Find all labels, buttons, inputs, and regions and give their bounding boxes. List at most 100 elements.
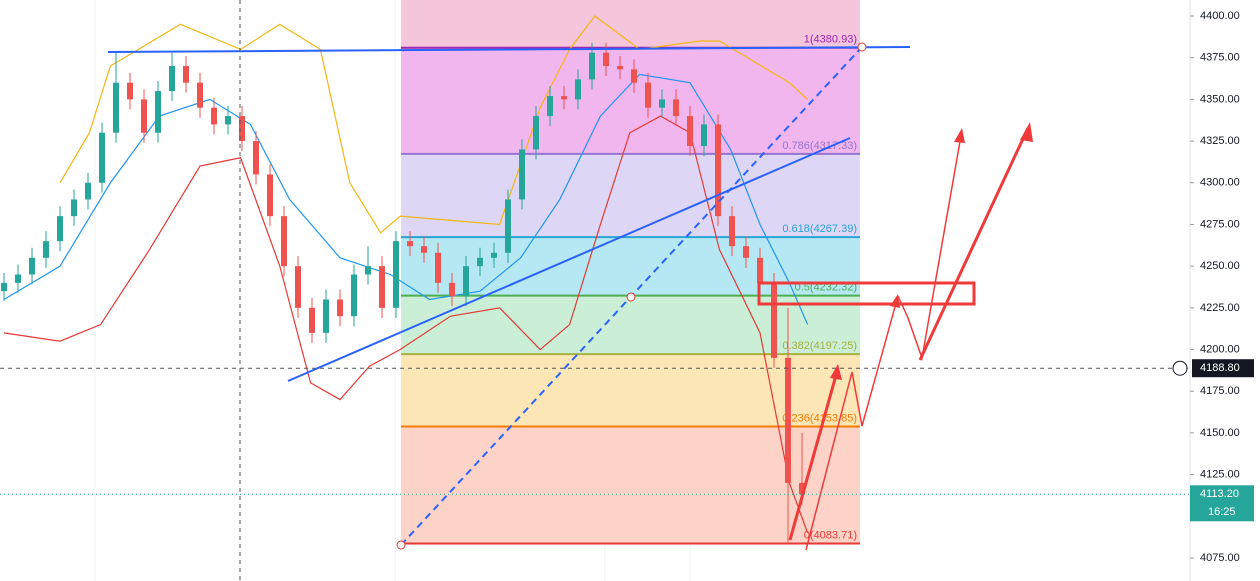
candle-body	[757, 257, 763, 283]
fib-band	[401, 426, 860, 544]
candle-body	[435, 252, 441, 283]
fib-label: 0.618(4267.39)	[782, 223, 857, 235]
fib-label: 0(4083.71)	[804, 529, 857, 541]
y-tick-label: 4250.00	[1200, 260, 1240, 272]
y-tick-label: 4175.00	[1200, 385, 1240, 397]
y-tick-label: 4300.00	[1200, 177, 1240, 189]
fib-band	[401, 354, 860, 427]
candle-body	[253, 141, 259, 175]
candle-body	[155, 91, 161, 133]
candle-body	[799, 482, 805, 495]
candle-body	[365, 266, 371, 275]
candle-body	[771, 282, 777, 358]
arrow-head	[830, 364, 842, 380]
drawings	[107, 0, 1033, 581]
candle-body	[295, 266, 301, 308]
candle-body	[323, 299, 329, 333]
candle-body	[393, 241, 399, 308]
fib-band	[401, 47, 860, 154]
candles	[1, 42, 805, 543]
candle-body	[57, 216, 63, 242]
fibonacci: 1(4380.93) 0.786(4317.33) 0.618(4267.39) 0.…	[401, 34, 860, 545]
candle-body	[351, 274, 357, 317]
y-tick-label: 4350.00	[1200, 93, 1240, 105]
arrow-head	[954, 128, 965, 143]
candle-body	[127, 82, 133, 100]
candle-body	[659, 99, 665, 108]
candle-body	[85, 182, 91, 200]
candle-body	[589, 52, 595, 80]
candle-body	[169, 66, 175, 92]
candle-body	[715, 124, 721, 217]
candle-body	[477, 257, 483, 267]
y-tick-label: 4200.00	[1200, 343, 1240, 355]
candle-body	[211, 107, 217, 125]
candle-body	[225, 116, 231, 125]
candle-body	[687, 116, 693, 147]
candle-body	[99, 132, 105, 183]
y-tick-label: 4225.00	[1200, 302, 1240, 314]
candle-body	[421, 246, 427, 253]
path	[805, 295, 899, 551]
arrow	[788, 367, 840, 541]
crosshair-price-tag	[1192, 359, 1254, 378]
candle-body	[533, 116, 539, 150]
candle-body	[197, 82, 203, 108]
fib-label: 0.382(4197.25)	[782, 340, 857, 352]
arrow-head	[1020, 122, 1033, 142]
candle-body	[673, 99, 679, 117]
candle-body	[631, 69, 637, 83]
last-price-tag	[1190, 485, 1254, 522]
y-tick-label: 4275.00	[1200, 218, 1240, 230]
candle-body	[505, 199, 511, 253]
crosshair-button	[1172, 360, 1188, 376]
arrow-head	[890, 294, 900, 308]
candle-body	[463, 266, 469, 297]
y-tick-label: 4125.00	[1200, 469, 1240, 481]
candle-body	[71, 199, 77, 217]
candle-body	[449, 282, 455, 297]
candle-body	[547, 96, 553, 117]
countdown: 16:25	[1208, 506, 1236, 518]
band-line	[59, 15, 809, 234]
fib-label: 1(4380.93)	[804, 34, 857, 46]
fib-label: 0.5(4232.32)	[795, 282, 857, 294]
band-line	[3, 115, 809, 534]
candle-body	[379, 266, 385, 308]
y-tick-label: 4325.00	[1200, 135, 1240, 147]
candle-body	[701, 124, 707, 147]
candle-body	[561, 96, 567, 100]
y-tick-label: 4075.00	[1200, 552, 1240, 564]
candle-body	[309, 307, 315, 333]
candle-body	[15, 274, 21, 283]
candle-body	[1, 282, 7, 292]
candle-body	[281, 216, 287, 267]
candle-body	[729, 216, 735, 247]
fib-top-band	[401, 0, 860, 48]
candle-body	[575, 79, 581, 100]
fib-label: 0.236(4153.85)	[782, 412, 857, 424]
candle-body	[29, 257, 35, 275]
y-tick-label: 4150.00	[1200, 427, 1240, 439]
candle-body	[267, 174, 273, 217]
y-tick-label: 4400.00	[1200, 10, 1240, 22]
candle-body	[603, 52, 609, 67]
anchor	[626, 292, 636, 302]
price-axis: 4075.004100.004125.004150.004175.004200.…	[0, 10, 1254, 564]
candle-body	[407, 241, 413, 247]
crosshair-price: 4188.80	[1200, 362, 1240, 374]
candle-body	[743, 246, 749, 258]
fib-label: 0.786(4317.33)	[782, 140, 857, 152]
candle-body	[785, 357, 791, 483]
candle-body	[113, 82, 119, 133]
anchor	[396, 540, 406, 550]
candle-body	[645, 82, 651, 108]
candle-body	[183, 66, 189, 83]
candle-body	[617, 66, 623, 70]
candle-body	[239, 116, 245, 142]
candle-body	[519, 149, 525, 200]
candle-body	[337, 299, 343, 317]
anchor	[857, 42, 867, 52]
